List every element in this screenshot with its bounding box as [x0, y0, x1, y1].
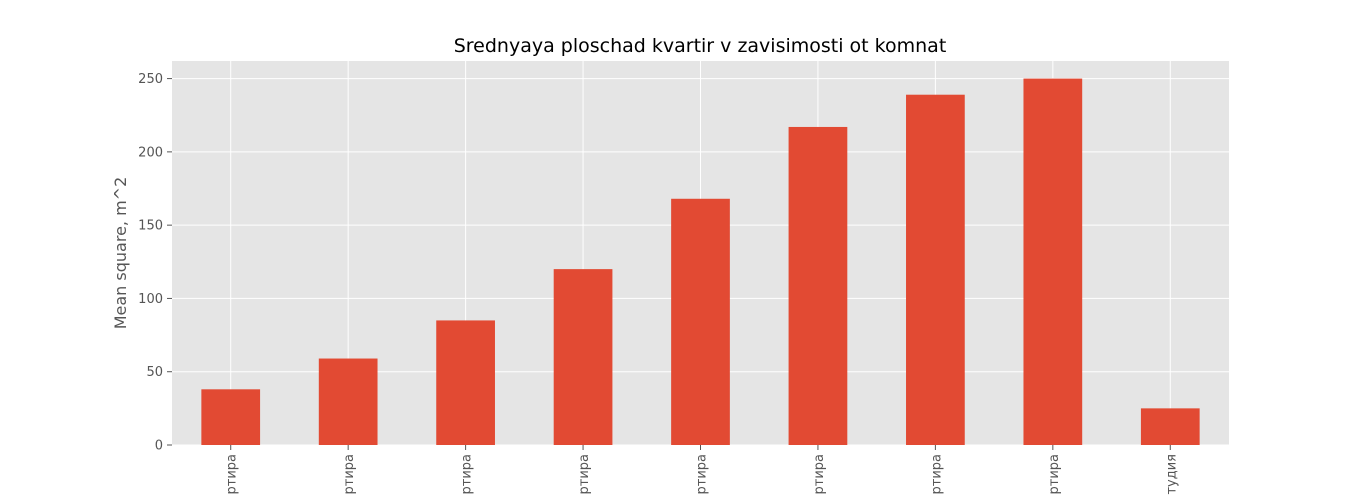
x-tick-label: ртира: [695, 454, 710, 495]
y-tick-label: 250: [138, 72, 163, 87]
bar: [436, 320, 495, 445]
x-tick-label: ртира: [1047, 454, 1062, 495]
y-axis-ticks: 0 50 100 150 200 250: [138, 72, 172, 454]
bar: [201, 389, 261, 445]
bar: [906, 94, 965, 445]
bars: [201, 78, 1200, 446]
bar: [1140, 408, 1200, 445]
y-tick-label: 0: [155, 439, 163, 454]
x-tick-label: ртира: [460, 454, 475, 495]
x-tick-label: тудия: [1164, 454, 1179, 495]
y-tick-label: 50: [146, 365, 163, 380]
bar: [1023, 78, 1083, 446]
bar: [671, 198, 730, 445]
x-axis-ticks: ртира ртира ртира ртира ртира ртира ртира ртира…: [225, 445, 1179, 495]
y-tick-label: 100: [138, 292, 163, 307]
x-tick-label: ртира: [929, 454, 944, 495]
bar: [318, 358, 378, 445]
x-tick-label: ртира: [342, 454, 357, 495]
y-tick-label: 200: [138, 145, 163, 160]
bar: [553, 269, 613, 445]
y-tick-label: 150: [138, 219, 163, 234]
y-axis-label: Mean square, m^2: [111, 177, 130, 330]
x-tick-label: ртира: [577, 454, 592, 495]
x-tick-label: ртира: [812, 454, 827, 495]
chart-title: Srednyaya ploschad kvartir v zavisimosti…: [454, 35, 947, 57]
bar: [788, 126, 848, 446]
x-tick-label: ртира: [225, 454, 240, 495]
